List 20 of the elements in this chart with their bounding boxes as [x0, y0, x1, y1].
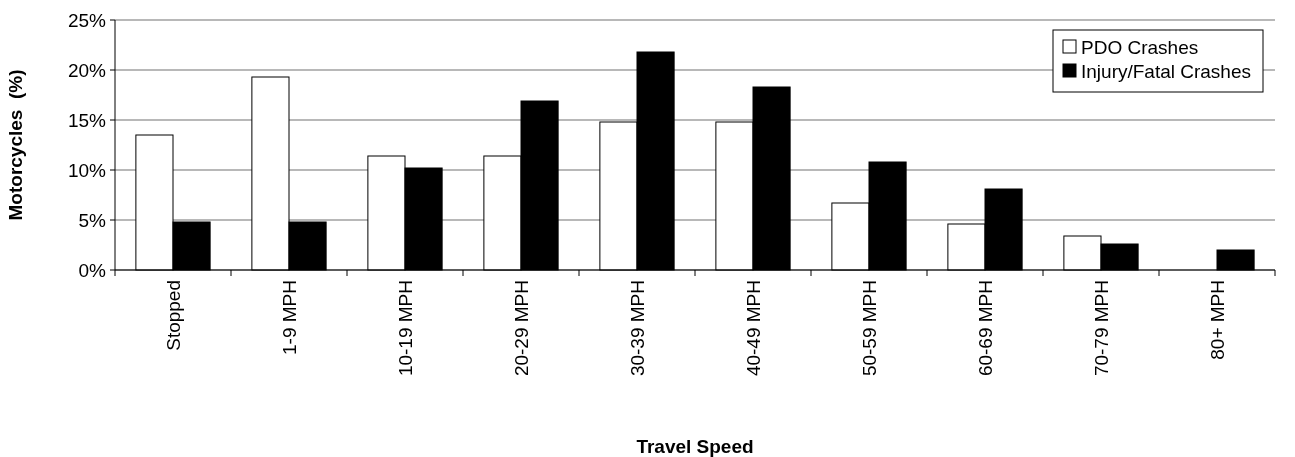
x-tick-label: 20-29 MPH: [510, 280, 532, 377]
x-tick-label: 10-19 MPH: [394, 280, 416, 377]
y-tick-label: 5%: [78, 209, 107, 231]
x-tick-label: Stopped: [162, 280, 184, 351]
y-tick-label: 10%: [67, 159, 107, 181]
x-tick-label: 1-9 MPH: [278, 280, 300, 355]
x-tick-label: 80+ MPH: [1206, 280, 1228, 360]
y-tick-label: 0%: [78, 259, 107, 281]
x-tick-label: 60-69 MPH: [974, 280, 996, 377]
x-axis-title: Travel Speed: [636, 436, 754, 457]
legend-label: Injury/Fatal Crashes: [1081, 60, 1252, 82]
y-axis-title: Motorcycles (%): [5, 69, 26, 221]
y-tick-label: 25%: [67, 9, 107, 31]
y-tick-label: 15%: [67, 109, 107, 131]
x-tick-label: 70-79 MPH: [1090, 280, 1112, 377]
x-tick-label: 40-49 MPH: [742, 280, 764, 377]
x-tick-label: 30-39 MPH: [626, 280, 648, 377]
y-tick-label: 20%: [67, 59, 107, 81]
x-tick-label: 50-59 MPH: [858, 280, 880, 377]
legend-label: PDO Crashes: [1081, 36, 1199, 58]
